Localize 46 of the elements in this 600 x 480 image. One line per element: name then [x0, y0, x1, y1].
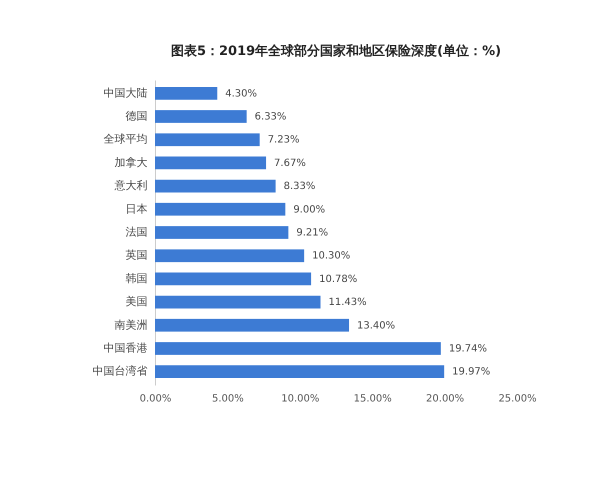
y-tick-label: 意大利 — [114, 179, 148, 192]
x-tick-label: 15.00% — [354, 394, 392, 404]
data-label: 13.40% — [357, 320, 396, 332]
y-tick-label: 中国台湾省 — [92, 364, 148, 378]
x-tick-label: 25.00% — [498, 394, 537, 404]
bar — [155, 365, 444, 378]
y-tick-label: 英国 — [126, 248, 148, 262]
y-tick-label: 中国香港 — [104, 341, 148, 354]
y-tick-label: 加拿大 — [114, 156, 148, 169]
data-label: 7.67% — [274, 158, 306, 169]
data-label: 10.30% — [312, 250, 350, 262]
data-label: 9.00% — [293, 204, 326, 216]
bar — [155, 86, 218, 100]
bar — [155, 296, 321, 308]
y-tick-label: 中国大陆 — [104, 86, 148, 100]
x-tick-label: 0.00% — [140, 394, 172, 404]
y-tick-label: 美国 — [126, 295, 148, 308]
bar — [155, 202, 286, 216]
y-tick-label: 南美洲 — [114, 318, 148, 332]
y-tick-label: 法国 — [126, 226, 148, 238]
y-tick-label: 韩国 — [126, 272, 148, 285]
bar — [155, 180, 276, 192]
bar — [155, 318, 350, 332]
data-label: 4.30% — [225, 88, 258, 100]
bar — [155, 249, 304, 262]
data-label: 10.78% — [319, 274, 358, 285]
bar — [155, 156, 266, 170]
data-label: 9.21% — [296, 228, 328, 238]
data-label: 11.43% — [328, 297, 367, 308]
bar — [155, 342, 441, 355]
bar — [155, 133, 260, 146]
bar — [155, 226, 288, 239]
x-tick-label: 10.00% — [281, 394, 320, 404]
y-tick-label: 德国 — [126, 110, 148, 123]
chart-title: 图表5：2019年全球部分国家和地区保险深度(单位：%) — [170, 43, 502, 59]
x-tick-label: 20.00% — [426, 394, 464, 404]
data-label: 8.33% — [284, 181, 316, 192]
data-label: 19.97% — [452, 366, 490, 378]
x-tick-label: 5.00% — [212, 394, 244, 404]
data-label: 19.74% — [448, 343, 487, 354]
bar — [155, 110, 247, 123]
y-tick-label: 日本 — [126, 202, 148, 216]
y-tick-label: 全球平均 — [104, 132, 148, 146]
data-label: 7.23% — [268, 134, 300, 146]
data-label: 6.33% — [254, 112, 286, 123]
bar — [155, 272, 312, 286]
